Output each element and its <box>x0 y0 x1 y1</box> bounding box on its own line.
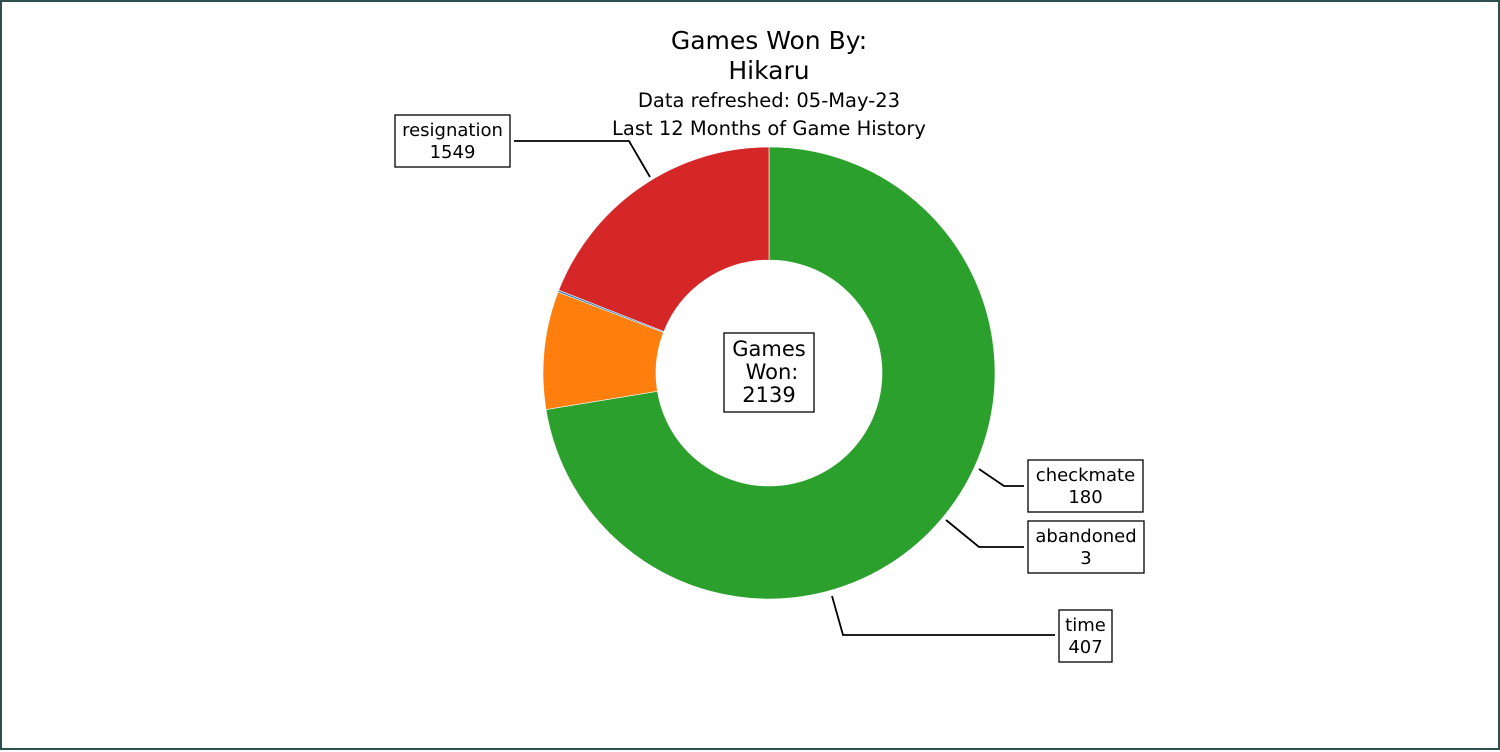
leader-line-abandoned <box>945 519 1024 548</box>
label-name-checkmate: checkmate <box>1036 465 1135 486</box>
leader-line-time <box>831 595 1055 636</box>
label-box-time <box>1058 609 1113 663</box>
chart-subtitle-line-1: Data refreshed: 05-May-23 <box>638 89 900 112</box>
chart-titles: Games Won By: Hikaru Data refreshed: 05-… <box>612 26 926 140</box>
slice-resignation <box>545 146 996 600</box>
center-label: Games Won: 2139 <box>723 332 815 413</box>
pie-slices <box>542 146 996 600</box>
center-label-box <box>723 332 815 413</box>
center-label-line-3: 2139 <box>742 383 795 407</box>
label-box-abandoned <box>1027 520 1145 574</box>
label-name-time: time <box>1065 615 1106 636</box>
center-label-line-1: Games <box>732 337 805 361</box>
label-value-checkmate: 180 <box>1068 487 1102 508</box>
label-value-time: 407 <box>1068 637 1102 658</box>
chart-subtitle-line-2: Last 12 Months of Game History <box>612 117 926 140</box>
label-box-resignation <box>394 114 511 168</box>
slice-time <box>558 146 770 332</box>
label-value-abandoned: 3 <box>1080 548 1091 569</box>
label-name-resignation: resignation <box>402 120 503 141</box>
center-label-line-2: Won: <box>746 360 799 384</box>
leader-line-resignation <box>514 140 651 178</box>
chart-title-line-1: Games Won By: <box>671 26 867 55</box>
chart-title-line-2: Hikaru <box>728 56 809 85</box>
label-box-checkmate <box>1027 459 1144 513</box>
label-value-resignation: 1549 <box>430 142 476 163</box>
label-name-abandoned: abandoned <box>1035 526 1136 547</box>
leader-line-checkmate <box>978 468 1024 487</box>
